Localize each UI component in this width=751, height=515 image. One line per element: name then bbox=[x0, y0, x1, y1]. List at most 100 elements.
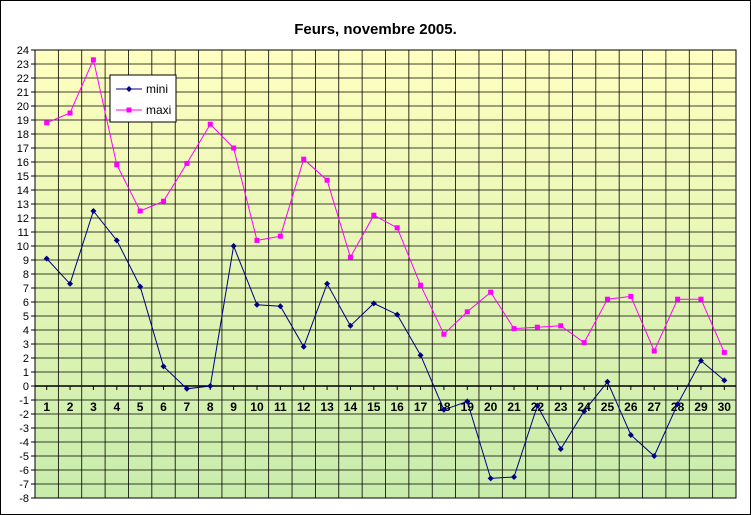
data-point-maxi bbox=[698, 296, 704, 302]
data-point-mini bbox=[230, 243, 237, 249]
y-tick-label: 2 bbox=[23, 353, 29, 365]
y-tick-label: 24 bbox=[17, 45, 29, 57]
y-tick-label: 21 bbox=[17, 87, 29, 99]
y-tick-label: 10 bbox=[17, 241, 29, 253]
y-tick-label: 13 bbox=[17, 199, 29, 211]
data-point-mini bbox=[440, 406, 447, 413]
x-tick-label: 4 bbox=[113, 400, 120, 414]
x-tick-label: 3 bbox=[90, 400, 97, 414]
data-point-maxi bbox=[114, 162, 120, 168]
data-point-maxi bbox=[534, 324, 540, 330]
y-axis-ticks: -8-7-6-5-4-3-2-1012345678910111213141516… bbox=[17, 45, 35, 505]
x-tick-label: 5 bbox=[137, 400, 144, 414]
data-point-mini bbox=[557, 446, 564, 452]
data-point-maxi bbox=[441, 331, 447, 337]
data-point-maxi bbox=[231, 145, 237, 151]
data-point-maxi bbox=[581, 340, 587, 346]
legend-label-maxi: maxi bbox=[146, 103, 171, 117]
data-point-maxi bbox=[604, 296, 610, 302]
y-tick-label: 17 bbox=[17, 143, 29, 155]
x-tick-label: 23 bbox=[554, 400, 568, 414]
y-tick-label: -5 bbox=[19, 451, 29, 463]
data-point-mini bbox=[721, 377, 728, 384]
data-point-mini bbox=[277, 303, 284, 310]
data-point-maxi bbox=[277, 233, 283, 239]
x-tick-label: 14 bbox=[344, 400, 358, 414]
y-tick-label: 20 bbox=[17, 101, 29, 113]
x-tick-label: 10 bbox=[250, 400, 264, 414]
y-tick-label: -7 bbox=[19, 479, 29, 491]
x-tick-label: 11 bbox=[274, 400, 287, 414]
data-point-mini bbox=[324, 280, 331, 287]
y-tick-label: 0 bbox=[23, 381, 29, 393]
y-tick-label: 3 bbox=[23, 339, 29, 351]
x-tick-label: 12 bbox=[297, 400, 311, 414]
x-tick-label: 9 bbox=[230, 400, 237, 414]
data-point-mini bbox=[113, 237, 120, 244]
legend-label-mini: mini bbox=[146, 82, 168, 96]
data-point-maxi bbox=[558, 323, 564, 329]
data-point-mini bbox=[370, 300, 377, 307]
data-point-mini bbox=[674, 401, 681, 408]
y-tick-label: 4 bbox=[23, 325, 29, 337]
data-point-maxi bbox=[464, 309, 470, 315]
data-point-mini bbox=[464, 398, 471, 405]
data-point-maxi bbox=[137, 208, 143, 214]
data-point-mini bbox=[300, 343, 307, 350]
x-tick-label: 30 bbox=[718, 400, 732, 414]
data-point-maxi bbox=[371, 212, 377, 218]
x-tick-label: 24 bbox=[577, 400, 591, 414]
x-tick-label: 1 bbox=[43, 400, 50, 414]
y-tick-label: 19 bbox=[17, 115, 29, 127]
y-tick-label: 8 bbox=[23, 269, 29, 281]
x-tick-label: 20 bbox=[484, 400, 498, 414]
y-tick-label: 6 bbox=[23, 297, 29, 309]
x-tick-label: 2 bbox=[67, 400, 74, 414]
data-point-mini bbox=[581, 408, 588, 415]
y-tick-label: -1 bbox=[19, 395, 29, 407]
y-tick-label: -6 bbox=[19, 465, 29, 477]
y-tick-label: 9 bbox=[23, 255, 29, 267]
x-axis-ticks: 1234567891011121314151617181920212223242… bbox=[43, 386, 731, 414]
y-tick-label: 23 bbox=[17, 59, 29, 71]
data-point-maxi bbox=[418, 282, 424, 288]
data-point-maxi bbox=[161, 198, 167, 204]
data-point-maxi bbox=[628, 293, 634, 299]
x-tick-label: 15 bbox=[367, 400, 381, 414]
data-point-mini bbox=[651, 453, 658, 459]
legend-marker-mini bbox=[126, 86, 132, 92]
y-tick-label: -2 bbox=[19, 409, 29, 421]
y-tick-label: 1 bbox=[23, 367, 29, 379]
series-group bbox=[43, 57, 728, 482]
y-tick-label: -3 bbox=[19, 423, 29, 435]
x-tick-label: 17 bbox=[414, 400, 428, 414]
data-point-mini bbox=[253, 301, 260, 308]
data-point-mini bbox=[347, 322, 354, 329]
y-tick-label: -8 bbox=[19, 493, 29, 505]
y-tick-label: 18 bbox=[17, 129, 29, 141]
data-point-mini bbox=[604, 378, 611, 385]
series-line-mini bbox=[46, 209, 725, 479]
x-tick-label: 13 bbox=[320, 400, 334, 414]
data-point-maxi bbox=[207, 121, 213, 127]
data-point-maxi bbox=[488, 289, 494, 295]
x-tick-label: 19 bbox=[461, 400, 475, 414]
y-tick-label: 22 bbox=[17, 73, 29, 85]
x-tick-label: 27 bbox=[648, 400, 662, 414]
data-point-mini bbox=[43, 255, 50, 262]
y-tick-label: 15 bbox=[17, 171, 29, 183]
data-point-mini bbox=[183, 385, 190, 392]
x-tick-label: 21 bbox=[507, 400, 521, 414]
data-point-mini bbox=[417, 352, 424, 359]
data-point-maxi bbox=[67, 110, 73, 116]
y-tick-label: 11 bbox=[18, 227, 29, 239]
data-point-mini bbox=[627, 432, 634, 438]
x-tick-label: 7 bbox=[184, 400, 191, 414]
data-point-maxi bbox=[347, 254, 353, 260]
data-point-mini bbox=[160, 363, 167, 370]
y-tick-label: 7 bbox=[23, 283, 29, 295]
data-point-mini bbox=[394, 311, 401, 318]
data-point-maxi bbox=[301, 156, 307, 162]
legend-marker-maxi bbox=[126, 107, 132, 113]
